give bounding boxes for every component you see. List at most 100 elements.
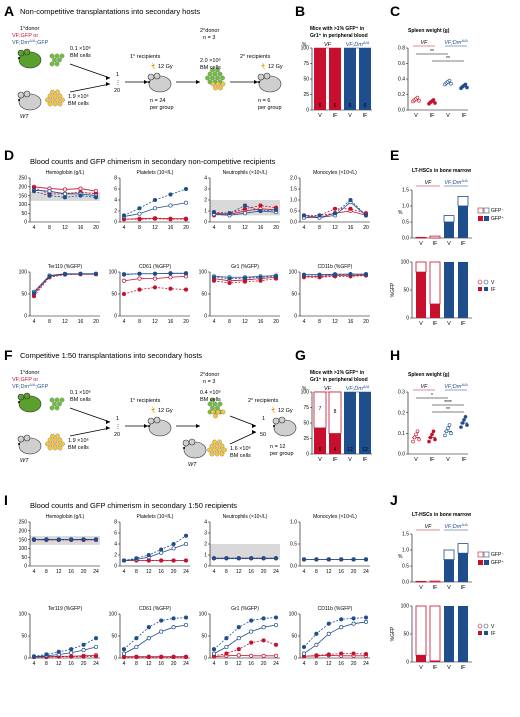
I5-point bbox=[93, 644, 99, 650]
I2-point bbox=[159, 550, 164, 555]
D6-point bbox=[137, 276, 142, 281]
I1-xtick: 20 bbox=[81, 569, 87, 575]
D7-point bbox=[242, 276, 248, 281]
D6-point bbox=[152, 276, 158, 281]
D5-xtick: 8 bbox=[48, 319, 51, 325]
donor1-geno2: VF;DmΔ/Δ;GFP bbox=[12, 38, 49, 47]
cat-label: IF bbox=[333, 457, 339, 463]
normal-range-band bbox=[30, 536, 100, 545]
donor2-cells-y bbox=[210, 409, 226, 419]
I1-ytick: 250 bbox=[19, 520, 28, 526]
I5-point bbox=[44, 652, 49, 657]
bm2b: BM cells bbox=[68, 445, 89, 451]
I3-point bbox=[224, 556, 229, 561]
panel-letter-J: J bbox=[390, 492, 398, 508]
lightning-icon bbox=[151, 406, 156, 415]
D8-xtick: 8 bbox=[318, 319, 321, 325]
I6-point bbox=[146, 655, 151, 660]
I2-point bbox=[146, 552, 151, 558]
arrow bbox=[69, 83, 111, 93]
D5-title: Ter119 (%GFP) bbox=[48, 264, 83, 270]
D3-point bbox=[242, 203, 248, 208]
G-bar-neg bbox=[313, 391, 327, 429]
D4-point bbox=[348, 206, 353, 211]
cat-label: V bbox=[447, 241, 451, 247]
panel-title-1: Mice with >1% GFP⁺ in bbox=[310, 26, 364, 32]
C-point bbox=[463, 82, 468, 87]
lthsc-title: LT-HSCs in bone marrow bbox=[412, 168, 471, 174]
donor2-cells bbox=[205, 67, 225, 85]
legend-gfpm: GFP⁻ bbox=[491, 208, 504, 214]
D1-point bbox=[47, 189, 52, 194]
I5-xtick: 20 bbox=[81, 661, 87, 667]
C-point bbox=[417, 98, 421, 103]
I6-point bbox=[171, 655, 176, 660]
I1-xtick: 16 bbox=[68, 569, 74, 575]
D3-point bbox=[211, 210, 217, 215]
D3-xtick: 12 bbox=[242, 225, 248, 231]
ratio-top: 1 bbox=[116, 72, 119, 78]
D1-xtick: 12 bbox=[62, 225, 68, 231]
D2-point bbox=[168, 203, 173, 208]
I5-series-line bbox=[33, 637, 97, 657]
legend-v: V bbox=[491, 280, 495, 286]
I7-point bbox=[261, 653, 266, 658]
I2-xtick: 16 bbox=[158, 569, 164, 575]
bm1: 0.1 ×10⁶ bbox=[70, 45, 91, 52]
I4-point bbox=[339, 557, 344, 562]
I6-ytick: 50 bbox=[111, 634, 117, 640]
legend-gfpm-red bbox=[477, 551, 484, 558]
D5-xtick: 16 bbox=[78, 319, 84, 325]
G-bar-neg bbox=[328, 391, 342, 434]
n1: n = 24 bbox=[150, 98, 165, 104]
D2-xtick: 8 bbox=[138, 225, 141, 231]
arrowhead bbox=[144, 424, 148, 428]
D3-title: Neutrophils (×10⁹/L) bbox=[223, 170, 268, 176]
D2-point bbox=[137, 206, 142, 211]
I1-ytick: 100 bbox=[19, 546, 28, 552]
D6-xtick: 20 bbox=[183, 319, 189, 325]
H-point bbox=[431, 429, 436, 434]
I8-point bbox=[326, 621, 331, 626]
I1-ytick: 50 bbox=[21, 555, 27, 561]
D4-xtick: 8 bbox=[318, 225, 321, 231]
I5-xtick: 8 bbox=[45, 661, 48, 667]
I6-point bbox=[134, 636, 139, 641]
D2-point bbox=[152, 206, 158, 211]
legend-gfpm-blue bbox=[483, 551, 490, 558]
B-bar-label: 6 bbox=[349, 103, 352, 109]
D1-xtick: 8 bbox=[48, 225, 51, 231]
C-point bbox=[433, 101, 437, 105]
legend-v-red bbox=[477, 279, 483, 285]
D7-xtick: 16 bbox=[258, 319, 264, 325]
I6-xtick: 16 bbox=[158, 661, 164, 667]
donor-mouse-gfp bbox=[17, 48, 42, 69]
I3-ytick: 0 bbox=[204, 564, 207, 570]
I1-point bbox=[93, 537, 99, 542]
bm3b: BM cells bbox=[200, 65, 221, 71]
D6-xtick: 4 bbox=[123, 319, 126, 325]
group-vf: VF bbox=[324, 386, 332, 392]
E2-ytick: 50 bbox=[403, 288, 409, 294]
D4-xtick: 20 bbox=[363, 225, 369, 231]
legend-gfpp-blue bbox=[484, 216, 489, 221]
I8-point bbox=[363, 619, 369, 624]
I7-series-line bbox=[213, 617, 277, 650]
E1-bar-pos bbox=[444, 222, 454, 238]
group-vfdm: VF;DmΔ/Δ bbox=[444, 382, 468, 391]
wt-cells-yellow bbox=[45, 89, 65, 107]
recipient1-mouse bbox=[147, 416, 172, 437]
I6-series-line bbox=[123, 624, 187, 654]
J1-ytick: 0.0 bbox=[402, 580, 409, 586]
ratio-bot: 20 bbox=[114, 432, 120, 438]
D4-ytick: 1.5 bbox=[290, 187, 297, 193]
normal-range-band bbox=[210, 544, 280, 560]
legend-if: IF bbox=[491, 287, 495, 293]
I6-point bbox=[146, 625, 151, 630]
wt2: WT bbox=[188, 462, 197, 468]
I5-point bbox=[93, 654, 99, 659]
C-ytick: 0.4 bbox=[398, 77, 405, 83]
bm4b: BM cells bbox=[230, 453, 251, 459]
G-pos-label: 4 bbox=[334, 447, 337, 453]
H-point bbox=[417, 437, 421, 442]
